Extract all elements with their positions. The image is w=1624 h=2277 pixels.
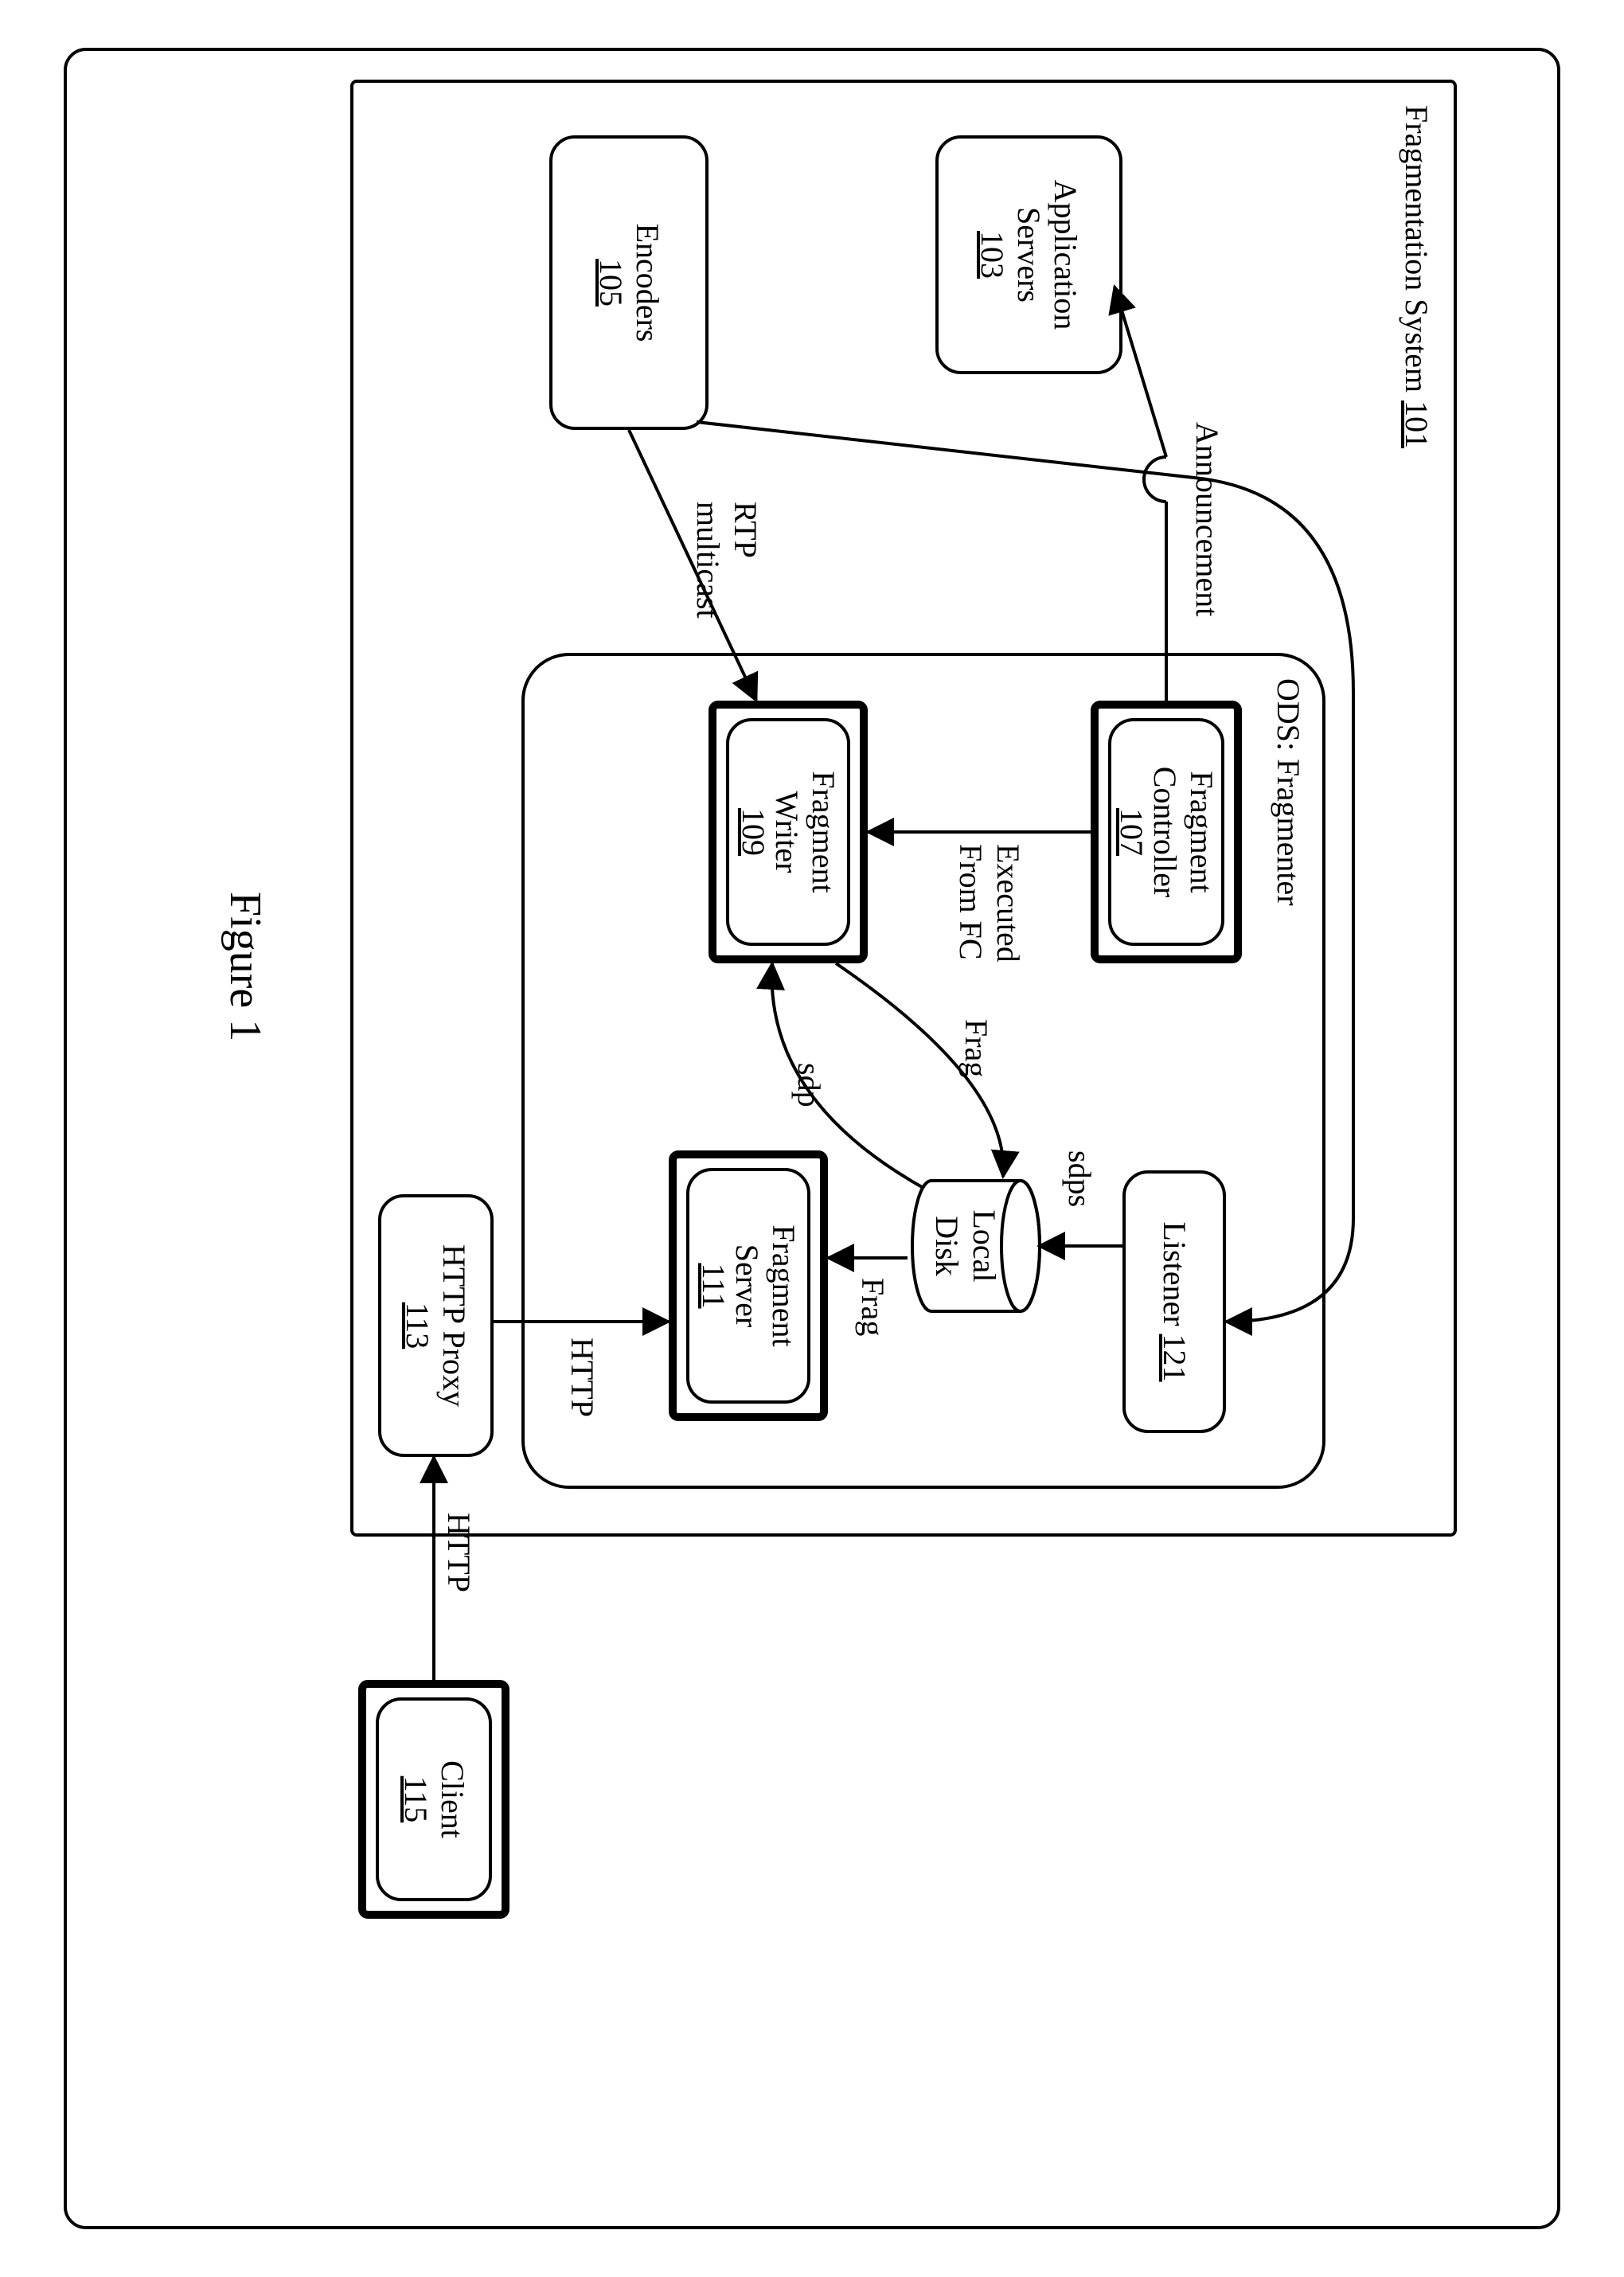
edge-http1-label: HTTP [564, 1338, 601, 1417]
edge-rtp-label: RTP multicast [689, 502, 764, 619]
edge-http2-label: HTTP [440, 1513, 478, 1592]
diagram-stage: Fragmentation System 101 ODS: Fragmenter… [0, 80, 1457, 1369]
edge-sdps-label: sdps [1061, 1150, 1099, 1207]
figure-caption: Figure 1 [220, 892, 271, 1041]
edges-layer [167, 80, 1457, 1943]
edge-frag2-label: Frag [854, 1278, 892, 1336]
edge-frag1-label: Frag [958, 1019, 995, 1077]
page: Fragmentation System 101 ODS: Fragmenter… [0, 0, 1624, 2277]
edge-sdp-label: sdp [791, 1063, 828, 1107]
edge-announcement-label: Announcement [1189, 422, 1226, 616]
edge-execfc-label: Executed From FC [952, 844, 1027, 963]
